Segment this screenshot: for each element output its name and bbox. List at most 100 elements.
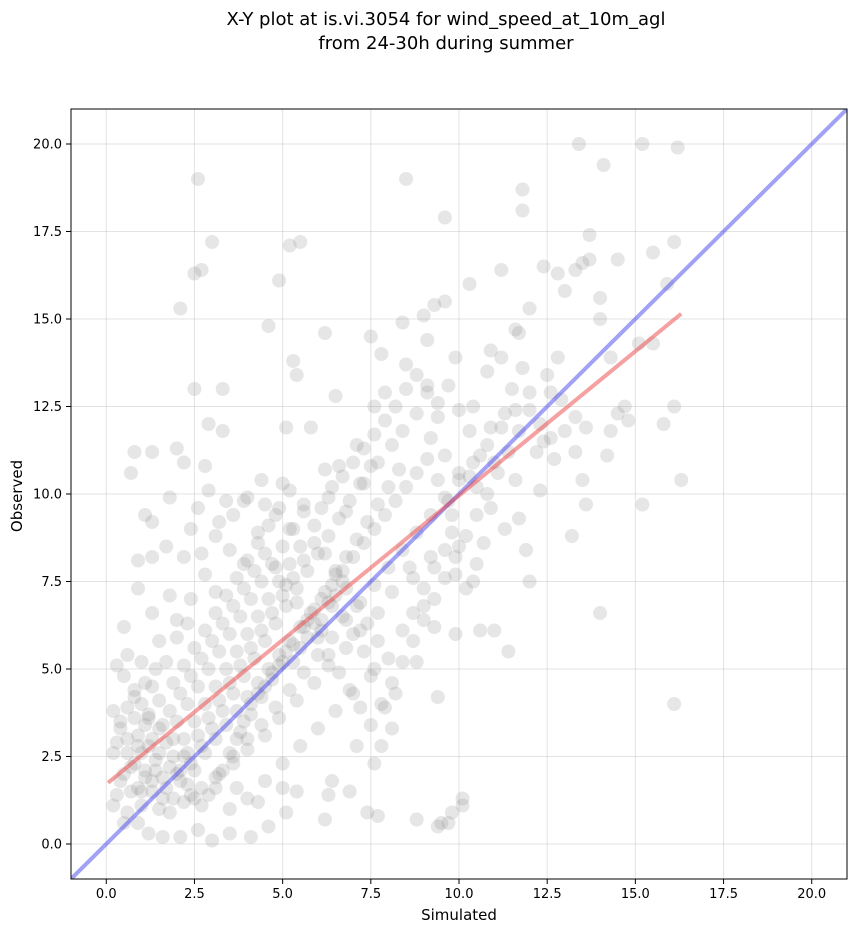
data-point xyxy=(123,784,138,799)
data-point xyxy=(466,455,481,470)
data-point xyxy=(441,378,456,393)
data-point xyxy=(243,592,258,606)
data-point xyxy=(395,424,410,438)
data-point xyxy=(473,448,488,463)
data-point xyxy=(349,739,364,753)
data-point xyxy=(229,571,244,585)
data-point xyxy=(388,686,403,701)
data-point xyxy=(497,406,512,421)
data-point xyxy=(522,574,537,589)
data-point xyxy=(307,616,322,631)
data-point xyxy=(162,490,177,505)
data-point xyxy=(208,732,223,746)
data-point xyxy=(610,252,625,267)
data-point xyxy=(381,560,396,575)
data-point xyxy=(377,700,392,715)
data-point xyxy=(198,567,213,582)
data-point xyxy=(388,494,403,508)
data-point xyxy=(279,599,294,613)
data-point xyxy=(183,522,198,536)
data-point xyxy=(279,805,294,820)
y-tick-label: 5.0 xyxy=(41,663,62,678)
data-point xyxy=(205,721,220,736)
data-point xyxy=(240,791,255,806)
data-point xyxy=(109,788,124,802)
data-point xyxy=(272,648,287,662)
data-point xyxy=(279,644,294,659)
data-point xyxy=(430,690,445,704)
data-point xyxy=(356,536,371,550)
data-point xyxy=(571,137,586,151)
data-point xyxy=(183,669,198,683)
data-point xyxy=(437,448,452,463)
data-point xyxy=(332,459,347,473)
data-point xyxy=(201,483,216,498)
data-point xyxy=(321,658,336,673)
x-tick-label: 0.0 xyxy=(96,887,117,902)
data-point xyxy=(243,830,258,844)
data-point xyxy=(138,770,153,785)
data-point xyxy=(229,644,244,659)
data-point xyxy=(286,354,301,368)
data-point xyxy=(462,277,477,291)
data-point xyxy=(307,536,322,550)
data-point xyxy=(314,592,329,606)
data-point xyxy=(346,627,361,641)
data-point xyxy=(293,235,308,249)
data-point xyxy=(317,326,332,340)
data-point xyxy=(399,357,414,372)
data-point xyxy=(575,473,590,487)
data-point xyxy=(123,466,138,480)
data-point xyxy=(250,795,265,809)
data-point xyxy=(289,595,304,610)
data-point xyxy=(173,686,188,701)
data-point xyxy=(145,515,160,529)
data-point xyxy=(328,389,343,403)
data-point xyxy=(106,798,121,813)
data-point xyxy=(427,592,442,606)
data-point xyxy=(258,634,272,648)
data-point xyxy=(145,445,160,459)
data-point xyxy=(374,739,389,753)
data-point xyxy=(310,546,325,561)
x-tick-label: 2.5 xyxy=(184,887,205,902)
data-point xyxy=(409,406,424,421)
data-point xyxy=(452,466,466,480)
data-point xyxy=(363,329,378,344)
data-point xyxy=(190,501,205,515)
data-point xyxy=(490,466,505,480)
data-point xyxy=(427,620,442,634)
data-point xyxy=(303,420,318,435)
data-point xyxy=(201,788,216,802)
data-point xyxy=(339,613,354,627)
data-point xyxy=(194,651,209,666)
data-point xyxy=(314,501,329,515)
data-point xyxy=(416,308,431,323)
data-point xyxy=(367,522,382,536)
data-point xyxy=(374,347,389,361)
data-point xyxy=(356,441,371,456)
data-point xyxy=(494,420,509,435)
data-point xyxy=(437,294,452,309)
data-point xyxy=(346,686,361,701)
data-point xyxy=(515,203,530,218)
data-point xyxy=(395,623,410,638)
data-point xyxy=(469,557,484,571)
regression-line xyxy=(106,312,683,785)
data-point xyxy=(229,732,244,746)
data-point xyxy=(557,284,572,298)
data-point xyxy=(575,256,590,270)
data-point xyxy=(406,606,421,620)
data-point xyxy=(159,655,174,669)
data-point xyxy=(667,235,682,249)
data-point xyxy=(152,746,167,760)
data-point xyxy=(342,784,357,799)
data-point xyxy=(148,662,163,676)
data-point xyxy=(466,399,481,414)
data-point xyxy=(339,504,354,519)
data-point xyxy=(635,137,650,151)
data-point xyxy=(293,539,308,554)
data-point xyxy=(519,543,534,557)
data-point xyxy=(409,812,424,827)
data-point xyxy=(459,581,474,596)
